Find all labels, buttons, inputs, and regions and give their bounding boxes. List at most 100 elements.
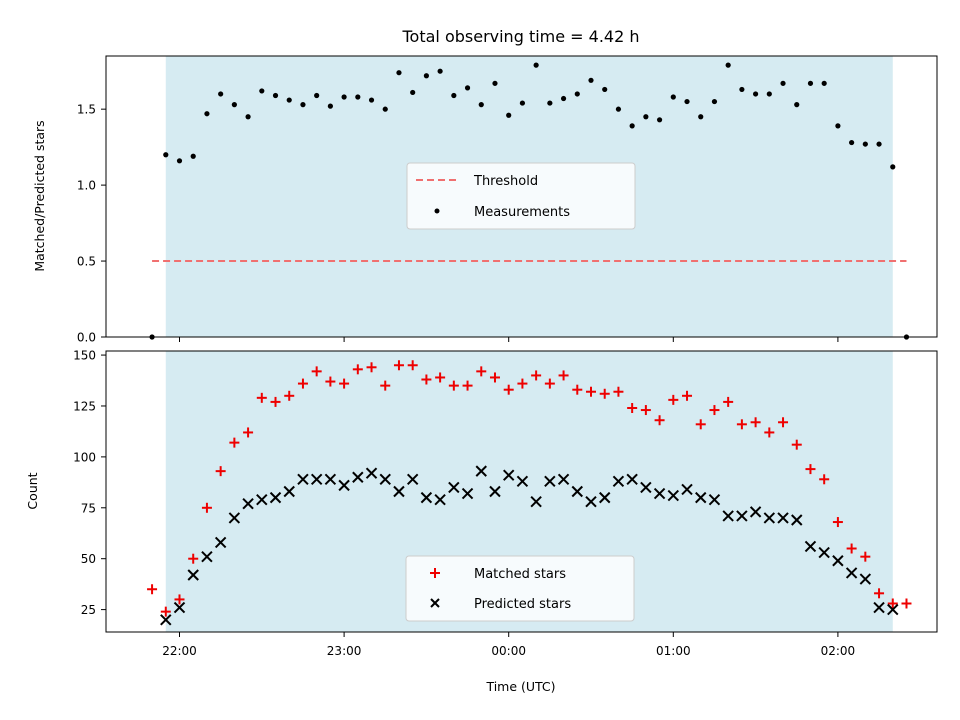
predicted-star-point <box>530 495 542 508</box>
matched-star-point <box>297 378 308 389</box>
matched-star-point <box>709 405 720 416</box>
matched-star-point <box>174 594 185 605</box>
measurement-point <box>410 89 416 96</box>
measurement-point <box>451 92 457 99</box>
measurement-point <box>506 112 512 118</box>
matched-star-point <box>503 384 514 395</box>
xtick-label: 02:00 <box>821 644 856 658</box>
measurement-point <box>355 94 361 100</box>
measurement-point <box>327 103 333 109</box>
matched-star-point <box>489 372 500 383</box>
predicted-star-point <box>544 475 556 488</box>
matched-star-point <box>215 466 226 477</box>
matched-star-point <box>613 386 624 397</box>
top-y-axis-label: Matched/Predicted stars <box>32 120 47 271</box>
matched-star-point <box>860 551 871 562</box>
measurement-point <box>245 114 251 120</box>
predicted-star-point <box>722 510 734 522</box>
measurement-point <box>821 80 827 86</box>
bottom-ytick-label: 50 <box>81 552 96 566</box>
matched-star-point <box>640 405 651 416</box>
predicted-star-point <box>406 473 419 485</box>
legend-predicted-label: Predicted stars <box>474 597 571 612</box>
predicted-star-point <box>736 510 748 522</box>
xtick-label: 00:00 <box>491 644 526 658</box>
measurement-point <box>876 141 882 147</box>
top-plot-frame <box>105 55 938 338</box>
top-ytick-label: 0.0 <box>77 331 96 345</box>
measurement-point <box>382 106 388 112</box>
predicted-star-point <box>214 536 227 549</box>
predicted-star-point <box>310 473 323 485</box>
matched-star-point <box>846 543 857 554</box>
measurement-point <box>492 80 498 86</box>
predicted-star-point <box>338 479 350 492</box>
bottom-y-axis-label: Count <box>25 472 40 509</box>
matched-star-point <box>462 380 473 391</box>
predicted-star-point <box>887 603 899 616</box>
measurement-point <box>560 95 567 102</box>
xtick-label: 23:00 <box>327 644 362 658</box>
measurement-point <box>862 141 868 147</box>
predicted-star-point <box>516 475 529 488</box>
matched-star-point <box>160 606 171 617</box>
top-panel: 0.0 0.5 1.0 1.5 Matched/Predicted stars Thr… <box>32 55 938 345</box>
measurement-point <box>739 86 745 93</box>
measurement-point <box>602 86 608 93</box>
matched-star-point <box>393 360 404 371</box>
measurement-point <box>204 111 210 117</box>
matched-star-point <box>723 396 734 407</box>
measurement-point <box>368 97 375 103</box>
measurement-point <box>725 62 731 68</box>
matched-star-point <box>380 380 391 391</box>
measurement-point <box>259 88 265 94</box>
predicted-star-point <box>187 569 199 581</box>
predicted-star-point <box>228 512 241 524</box>
matched-star-point <box>270 396 281 407</box>
matched-star-point <box>325 376 336 387</box>
predicted-star-point <box>818 546 830 559</box>
measurement-point <box>300 102 306 108</box>
matched-star-point <box>558 370 569 381</box>
matched-star-point <box>832 517 843 528</box>
matched-star-point <box>229 437 240 448</box>
bottom-ytick-label: 100 <box>73 450 96 464</box>
matched-star-point <box>764 427 775 438</box>
predicted-star-point <box>571 485 583 498</box>
matched-star-point <box>544 378 555 389</box>
bottom-plot-frame <box>105 350 938 633</box>
measurement-point <box>643 114 649 120</box>
xtick-label: 01:00 <box>656 644 691 658</box>
measurement-point <box>684 98 690 105</box>
predicted-star-point <box>859 573 872 585</box>
matched-star-point <box>435 372 446 383</box>
predicted-star-point <box>489 485 501 498</box>
predicted-star-point <box>585 495 597 508</box>
measurement-point <box>231 102 237 108</box>
legend-predicted-swatch <box>430 598 440 608</box>
predicted-star-point <box>708 493 721 506</box>
predicted-star-point <box>379 473 391 485</box>
measurement-point <box>588 77 594 83</box>
legend-threshold-label: Threshold <box>473 174 538 189</box>
legend-matched-label: Matched stars <box>474 567 566 582</box>
matched-star-point <box>599 388 610 399</box>
xtick-label: 22:00 <box>162 644 197 658</box>
matched-star-point <box>627 403 638 414</box>
matched-star-point <box>750 417 761 428</box>
matched-star-point <box>147 584 158 595</box>
predicted-star-point <box>749 506 762 518</box>
predicted-star-point <box>475 465 487 477</box>
legend-measurements-swatch <box>434 208 440 214</box>
measurement-point <box>629 123 635 129</box>
bottom-legend: Matched stars Predicted stars <box>405 555 635 622</box>
predicted-star-point <box>242 498 254 510</box>
chart-title: Total observing time = 4.42 h <box>401 27 639 46</box>
bottom-ytick-label: 25 <box>81 603 96 617</box>
predicted-star-point <box>352 471 364 483</box>
top-ytick-label: 1.5 <box>77 103 96 117</box>
matched-star-point <box>778 417 789 428</box>
predicted-star-point <box>695 491 707 504</box>
matched-star-point <box>284 390 295 401</box>
